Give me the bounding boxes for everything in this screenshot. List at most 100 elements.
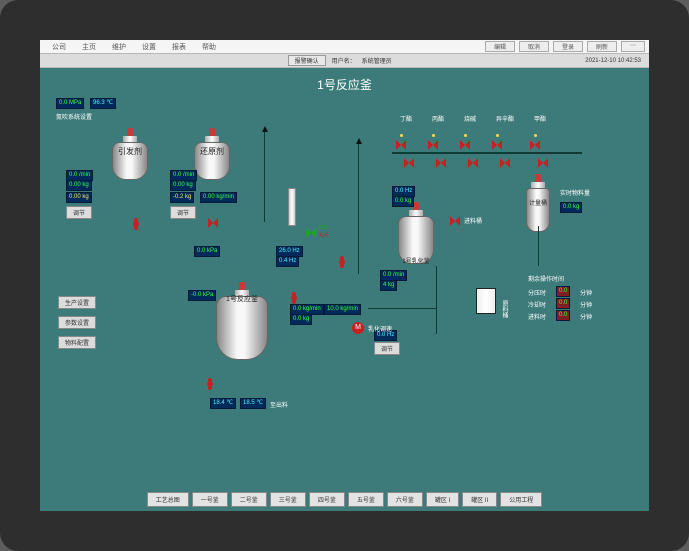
side-material-button[interactable]: 物料配置 [58, 336, 96, 349]
feed-b-label: 丙酯 [432, 114, 444, 123]
process-canvas: 1号反应釜 0.0 MPa 96.3 ℃ 氮吹系统设置 丁酯 丙酯 烧碱 异辛酯… [40, 68, 649, 511]
datetime: 2021-12-10 10:42:53 [585, 58, 649, 64]
feed-valve-d[interactable] [492, 140, 502, 150]
menu-item[interactable]: 公司 [44, 42, 74, 52]
est-title: 剩余操作时间 [528, 274, 564, 283]
menu-item[interactable]: 主页 [74, 42, 104, 52]
green-valve[interactable] [306, 228, 316, 238]
tab-overview[interactable]: 工艺总图 [147, 492, 189, 507]
feed-bucket-label: 进料桶 [464, 216, 482, 225]
cancel-button[interactable]: 取消 [519, 41, 549, 52]
tab-util[interactable]: 公用工程 [500, 492, 542, 507]
est-r3a: 进料时 [528, 312, 546, 321]
feed-e-label: 甲酯 [534, 114, 546, 123]
menu-item[interactable]: 设置 [134, 42, 164, 52]
reactor-tank: 1号反应釜 [216, 282, 268, 360]
screen: 公司 主页 维护 设置 报表 帮助 编辑 取消 登录 刷新 ⋯ 报警确认 用户名… [40, 40, 649, 511]
menubar: 公司 主页 维护 设置 报表 帮助 编辑 取消 登录 刷新 ⋯ [40, 40, 649, 54]
login-button[interactable]: 登录 [553, 41, 583, 52]
est-r3b: 0.0 [556, 310, 570, 321]
feed-valve-b2[interactable] [436, 158, 446, 168]
est-r1a: 分压时 [528, 288, 546, 297]
gauge-icon [288, 188, 296, 226]
reac-fan-icon [288, 292, 300, 304]
bottom-tab-bar: 工艺总图 一号釜 二号釜 三号釜 四号釜 五号釜 六号釜 罐区 I 罐区 II … [40, 492, 649, 507]
feed-bucket-valve[interactable] [450, 216, 460, 226]
est-r2a: 冷却时 [528, 300, 546, 309]
arrow-icon [262, 126, 268, 132]
tab-tank2[interactable]: 罐区 II [462, 492, 497, 507]
n2-caption: 氮吹系统设置 [56, 112, 92, 121]
emul-total: 4 kg [380, 280, 397, 291]
emul-fan-icon [336, 256, 348, 268]
refresh-button[interactable]: 刷新 [587, 41, 617, 52]
page-title: 1号反应釜 [317, 76, 372, 93]
init-total: 0.00 kg [66, 180, 92, 191]
statusbar: 报警确认 用户名： 系统管理员 2021-12-10 10:42:53 [40, 54, 649, 68]
motor-label: 乳化调速 [368, 324, 392, 333]
feed-valve-a[interactable] [396, 140, 406, 150]
tab-r2[interactable]: 二号釜 [231, 492, 267, 507]
reac-p2: -0.0 kPa [188, 290, 216, 301]
tab-r5[interactable]: 五号釜 [348, 492, 384, 507]
init-speed: 0.00 kg [66, 192, 92, 203]
meter-caption: 实时物料量 [560, 188, 590, 197]
raw-barrel-icon [476, 288, 496, 314]
est-r3c: 分钟 [580, 312, 592, 321]
feed-valve-b[interactable] [428, 140, 438, 150]
menu-item[interactable]: 帮助 [194, 42, 224, 52]
red-speed: -0.2 kg [170, 192, 194, 203]
feed-valve-e[interactable] [530, 140, 540, 150]
init-fan-icon [130, 218, 142, 230]
feed-c-label: 烧碱 [464, 114, 476, 123]
est-r1c: 分钟 [580, 288, 592, 297]
emulsion-tank: 1号乳化釜 [398, 202, 434, 264]
tab-r4[interactable]: 四号釜 [309, 492, 345, 507]
feed-valve-d2[interactable] [500, 158, 510, 168]
reac-t2: 0.4 Hz [276, 256, 299, 267]
side-param-button[interactable]: 参数设置 [58, 316, 96, 329]
feed-a-label: 丁酯 [400, 114, 412, 123]
est-r2c: 分钟 [580, 300, 592, 309]
alarm-ack-button[interactable]: 报警确认 [288, 55, 326, 66]
open-label: 开启 [318, 224, 328, 231]
close-label: 关闭 [318, 232, 328, 239]
tab-tank1[interactable]: 罐区 I [426, 492, 459, 507]
red-extra: 0.00 kg/min [200, 192, 237, 203]
tab-r1[interactable]: 一号釜 [192, 492, 228, 507]
init-adjust-button[interactable]: 调节 [66, 206, 92, 219]
edit-button[interactable]: 编辑 [485, 41, 515, 52]
menu-item[interactable]: 报表 [164, 42, 194, 52]
feed-valve-c[interactable] [460, 140, 470, 150]
reac-v2: 10.0 kg/min [324, 304, 361, 315]
feed-d-label: 异辛酯 [496, 114, 514, 123]
arrow-icon [356, 138, 362, 144]
reac-p1: 0.0 kPa [194, 246, 220, 257]
bot-temp-a: 18.4 ℃ [210, 398, 236, 409]
menu-item[interactable]: 维护 [104, 42, 134, 52]
extra-icon[interactable]: ⋯ [621, 41, 645, 52]
meter-weight: 0.0 kg [560, 202, 582, 213]
feed-valve-c2[interactable] [468, 158, 478, 168]
reac-v3: 0.0 kg [290, 314, 312, 325]
tab-r3[interactable]: 三号釜 [270, 492, 306, 507]
side-prod-button[interactable]: 生产设置 [58, 296, 96, 309]
red-total: 0.00 kg [170, 180, 196, 191]
red-valve[interactable] [208, 218, 218, 228]
reac-adjust-button[interactable]: 调节 [374, 342, 400, 355]
tab-r6[interactable]: 六号釜 [387, 492, 423, 507]
n2-pressure: 0.0 MPa [56, 98, 84, 109]
red-adjust-button[interactable]: 调节 [170, 206, 196, 219]
motor-icon[interactable]: M [352, 322, 364, 334]
est-r2b: 0.0 [556, 298, 570, 309]
meter-tank: 计量桶 [526, 174, 550, 232]
user-label: 用户名： [332, 56, 356, 65]
reducer-tank: 还原剂 [194, 128, 230, 180]
n2-temp: 96.3 ℃ [90, 98, 116, 109]
bot-temp-b: 18.5 ℃ [240, 398, 266, 409]
feed-valve-a2[interactable] [404, 158, 414, 168]
est-r1b: 0.0 [556, 286, 570, 297]
feed-valve-e2[interactable] [538, 158, 548, 168]
reac-fan2-icon [204, 378, 216, 390]
tablet-frame: 公司 主页 维护 设置 报表 帮助 编辑 取消 登录 刷新 ⋯ 报警确认 用户名… [0, 0, 689, 551]
